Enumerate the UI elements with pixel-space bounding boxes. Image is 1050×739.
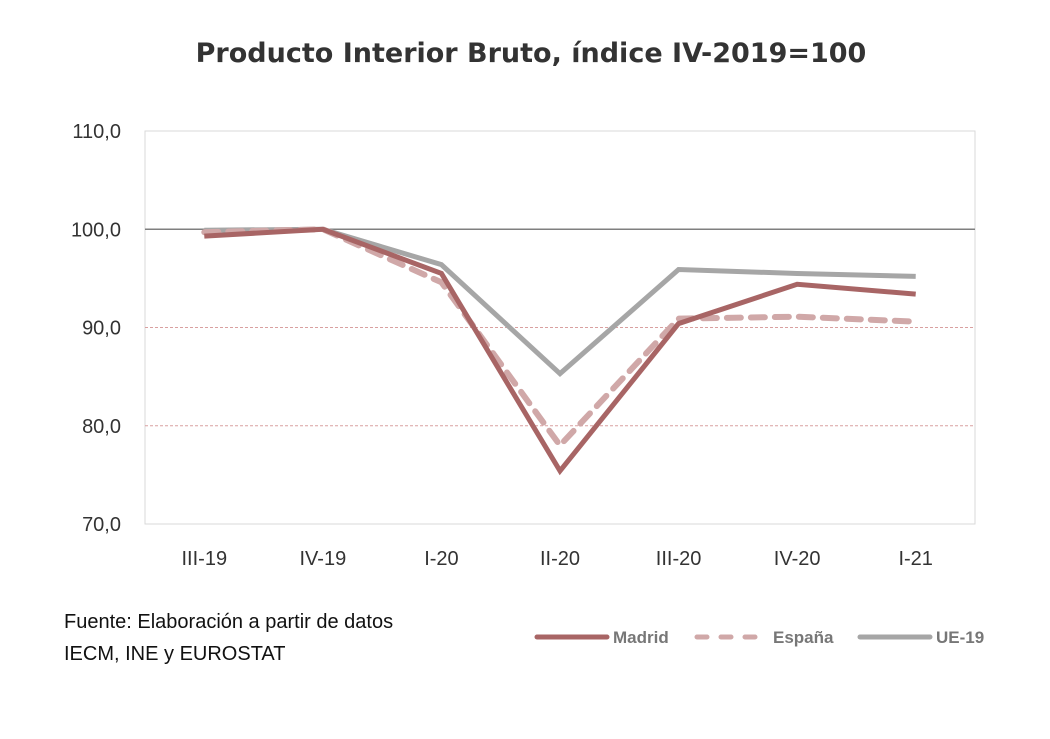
x-tick-label: I-21 [898, 548, 932, 570]
series-line-españa [201, 226, 919, 451]
y-tick-label: 90,0 [82, 318, 121, 340]
x-tick-label: II-20 [540, 548, 580, 570]
x-tick-label: IV-19 [300, 548, 347, 570]
legend-label: UE-19 [936, 628, 984, 647]
source-line-2: IECM, INE y EUROSTAT [64, 643, 286, 665]
x-tick-label: I-20 [424, 548, 458, 570]
x-tick-label: III-20 [656, 548, 702, 570]
source-line-1: Fuente: Elaboración a partir de datos [64, 611, 394, 633]
y-tick-label: 100,0 [71, 219, 121, 241]
x-tick-label: IV-20 [774, 548, 821, 570]
y-tick-label: 70,0 [82, 514, 121, 536]
legend-label: España [773, 628, 834, 647]
chart-title: Producto Interior Bruto, índice IV-2019=… [196, 38, 867, 69]
x-tick-label: III-19 [181, 548, 227, 570]
legend-label: Madrid [613, 628, 669, 647]
y-tick-label: 80,0 [82, 416, 121, 438]
y-tick-label: 110,0 [72, 121, 121, 143]
series-line-madrid [204, 226, 916, 476]
series-line-ue-19 [204, 226, 916, 378]
source-note: Fuente: Elaboración a partir de datos IE… [64, 606, 393, 670]
